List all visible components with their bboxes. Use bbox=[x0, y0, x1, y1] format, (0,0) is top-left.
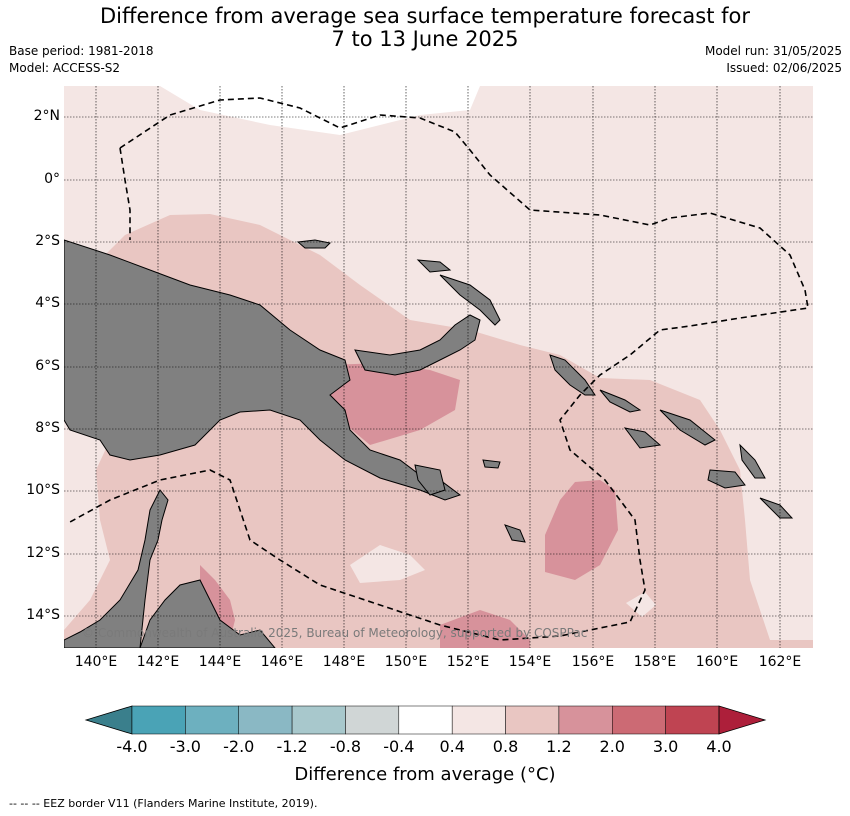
lon-label: 146°E bbox=[260, 654, 304, 670]
colorbar-tick-label: 2.0 bbox=[599, 737, 625, 756]
lat-label: 12°S bbox=[26, 545, 60, 561]
malaita-island bbox=[739, 443, 766, 479]
trobriand-islands bbox=[482, 459, 501, 469]
colorbar-swatch bbox=[291, 705, 346, 735]
bougainville-island bbox=[549, 354, 596, 396]
model-name-text: Model: ACCESS-S2 bbox=[9, 61, 121, 75]
model-run-text: Model run: 31/05/2025 bbox=[704, 44, 842, 58]
colorbar-extend-high bbox=[718, 705, 767, 735]
colorbar-tick-label: -0.8 bbox=[329, 737, 362, 756]
eez-legend-footer: -- -- -- EEZ border V11 (Flanders Marine… bbox=[9, 797, 318, 810]
colorbar-swatch bbox=[558, 705, 613, 735]
colorbar-tick-label: 4.0 bbox=[706, 737, 732, 756]
lon-label: 156°E bbox=[571, 654, 615, 670]
lon-label: 150°E bbox=[384, 654, 428, 670]
colorbar-extend-low bbox=[84, 705, 133, 735]
colorbar-tick-label: -1.2 bbox=[276, 737, 308, 756]
australia-north-queensland bbox=[139, 579, 276, 648]
lon-label: 162°E bbox=[758, 654, 802, 670]
eez-border-lines bbox=[69, 97, 809, 641]
choiseul-island bbox=[599, 389, 642, 413]
colorbar-tick-label: -0.4 bbox=[383, 737, 415, 756]
colorbar-tick-label: -4.0 bbox=[116, 737, 148, 756]
colorbar-title: Difference from average (°C) bbox=[294, 764, 556, 785]
map-title-line2: 7 to 13 June 2025 bbox=[331, 27, 519, 51]
colorbar-swatch bbox=[185, 705, 239, 735]
rossel-island bbox=[504, 524, 526, 543]
sea-anomaly-1-2-to-2-0-coral-sea bbox=[545, 480, 618, 580]
colorbar-swatch bbox=[451, 705, 506, 735]
map-graticule bbox=[64, 86, 813, 648]
sea-anomaly-1-2-to-2-0-south bbox=[440, 610, 530, 648]
colorbar-tick-label: 0.4 bbox=[439, 737, 465, 756]
lat-label: 2°S bbox=[35, 233, 60, 249]
lat-label: 8°S bbox=[35, 420, 60, 436]
new-georgia-island bbox=[623, 427, 662, 449]
low-anomaly-patch-east bbox=[626, 592, 656, 617]
colorbar-swatch bbox=[612, 705, 666, 735]
lat-label: 10°S bbox=[26, 482, 60, 498]
lon-label: 142°E bbox=[136, 654, 180, 670]
makira-island bbox=[759, 497, 794, 519]
lat-label: 4°S bbox=[35, 295, 60, 311]
lat-label: 14°S bbox=[26, 607, 60, 623]
new-britain-island bbox=[354, 314, 481, 376]
dentrecasteaux-islands bbox=[414, 464, 446, 496]
map-title-line1: Difference from average sea surface temp… bbox=[100, 4, 750, 28]
australia-cape-york bbox=[64, 489, 169, 648]
lon-label: 152°E bbox=[446, 654, 490, 670]
colorbar-swatch bbox=[345, 705, 400, 735]
lon-label: 148°E bbox=[322, 654, 366, 670]
lon-label: 154°E bbox=[508, 654, 552, 670]
colorbar-swatch bbox=[398, 705, 453, 735]
issued-date-text: Issued: 02/06/2025 bbox=[726, 61, 842, 75]
base-period-text: Base period: 1981-2018 bbox=[9, 44, 154, 58]
sea-anomaly-1-2-to-2-0-solomon-sea bbox=[315, 363, 460, 445]
new-ireland-island bbox=[439, 274, 501, 326]
copyright-notice: © Commonwealth of Australia 2025, Bureau… bbox=[82, 626, 588, 640]
lon-label: 140°E bbox=[74, 654, 118, 670]
colorbar-swatch bbox=[131, 705, 186, 735]
colorbar-tick-label: 1.2 bbox=[546, 737, 572, 756]
lon-label: 160°E bbox=[695, 654, 739, 670]
lon-label: 158°E bbox=[633, 654, 677, 670]
santa-isabel-island bbox=[659, 409, 716, 446]
new-hanover-island bbox=[416, 259, 452, 273]
lat-label: 6°S bbox=[35, 358, 60, 374]
colorbar-tick-label: 0.8 bbox=[492, 737, 519, 756]
colorbar-swatch bbox=[505, 705, 560, 735]
colorbar-tick-label: -3.0 bbox=[169, 737, 201, 756]
lat-label: 2°N bbox=[33, 108, 60, 124]
lat-label: 0° bbox=[44, 171, 60, 187]
lon-label: 144°E bbox=[198, 654, 242, 670]
colorbar-swatch bbox=[238, 705, 293, 735]
colorbar-tick-label: 3.0 bbox=[652, 737, 679, 756]
colorbar bbox=[84, 705, 767, 735]
new-guinea-landmass bbox=[64, 239, 462, 501]
colorbar-swatch bbox=[665, 705, 720, 735]
colorbar-tick-label: -2.0 bbox=[223, 737, 255, 756]
